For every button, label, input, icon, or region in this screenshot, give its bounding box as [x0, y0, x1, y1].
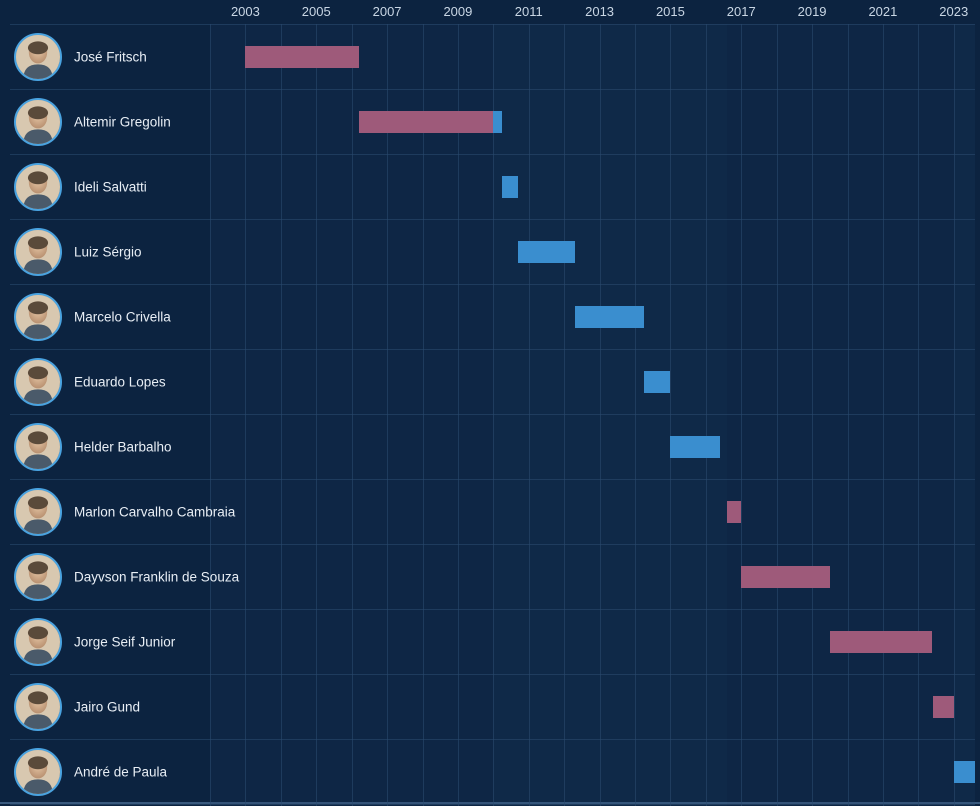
timeline-row: André de Paula [0, 739, 980, 804]
row-name-label: José Fritsch [74, 49, 147, 64]
gridline-horizontal [10, 804, 975, 805]
timeline-bar [245, 46, 358, 68]
row-name-label: Dayvson Franklin de Souza [74, 569, 239, 584]
row-name-label: André de Paula [74, 764, 167, 779]
avatar [14, 748, 62, 796]
avatar [14, 293, 62, 341]
timeline-bar [830, 631, 933, 653]
x-tick-label: 2019 [798, 4, 827, 19]
avatar [14, 163, 62, 211]
x-tick-label: 2011 [515, 4, 543, 19]
avatar [14, 488, 62, 536]
avatar [14, 553, 62, 601]
avatar [14, 618, 62, 666]
row-name-label: Ideli Salvatti [74, 179, 147, 194]
timeline-bar [933, 696, 954, 718]
avatar [14, 228, 62, 276]
row-name-label: Altemir Gregolin [74, 114, 171, 129]
timeline-row: Luiz Sérgio [0, 219, 980, 284]
timeline-bar [575, 306, 644, 328]
timeline-row: Altemir Gregolin [0, 89, 980, 154]
x-tick-label: 2009 [443, 4, 472, 19]
timeline-bar [727, 501, 741, 523]
timeline-bar [741, 566, 830, 588]
row-name-label: Marlon Carvalho Cambraia [74, 504, 235, 519]
timeline-row: Jorge Seif Junior [0, 609, 980, 674]
timeline-bar [670, 436, 720, 458]
timeline-bar [502, 176, 518, 198]
timeline-bar [644, 371, 671, 393]
plot-area: José Fritsch Altemir Gregolin [0, 24, 980, 806]
avatar [14, 358, 62, 406]
avatar [14, 33, 62, 81]
row-name-label: Marcelo Crivella [74, 309, 171, 324]
x-tick-label: 2023 [939, 4, 968, 19]
row-name-label: Luiz Sérgio [74, 244, 142, 259]
timeline-row: Eduardo Lopes [0, 349, 980, 414]
avatar [14, 683, 62, 731]
timeline-bar [518, 241, 575, 263]
row-name-label: Eduardo Lopes [74, 374, 166, 389]
x-tick-label: 2017 [727, 4, 756, 19]
avatar [14, 423, 62, 471]
timeline-row: Jairo Gund [0, 674, 980, 739]
timeline-row: Marcelo Crivella [0, 284, 980, 349]
row-name-label: Helder Barbalho [74, 439, 172, 454]
timeline-chart: 2003 2005 2007 2009 2011 2013 2015 2017 2019 2021… [0, 0, 980, 806]
avatar [14, 98, 62, 146]
timeline-bar [493, 111, 502, 133]
timeline-row: Ideli Salvatti [0, 154, 980, 219]
timeline-row: Helder Barbalho [0, 414, 980, 479]
timeline-bar [359, 111, 494, 133]
timeline-row: Marlon Carvalho Cambraia [0, 479, 980, 544]
x-tick-label: 2021 [868, 4, 897, 19]
row-name-label: Jairo Gund [74, 699, 140, 714]
row-name-label: Jorge Seif Junior [74, 634, 175, 649]
x-tick-label: 2005 [302, 4, 331, 19]
x-tick-label: 2015 [656, 4, 685, 19]
x-axis: 2003 2005 2007 2009 2011 2013 2015 2017 2019 2021… [0, 0, 980, 24]
x-tick-label: 2003 [231, 4, 260, 19]
timeline-bar [954, 761, 975, 783]
x-tick-label: 2007 [373, 4, 402, 19]
timeline-row: Dayvson Franklin de Souza [0, 544, 980, 609]
x-tick-label: 2013 [585, 4, 614, 19]
timeline-row: José Fritsch [0, 24, 980, 89]
